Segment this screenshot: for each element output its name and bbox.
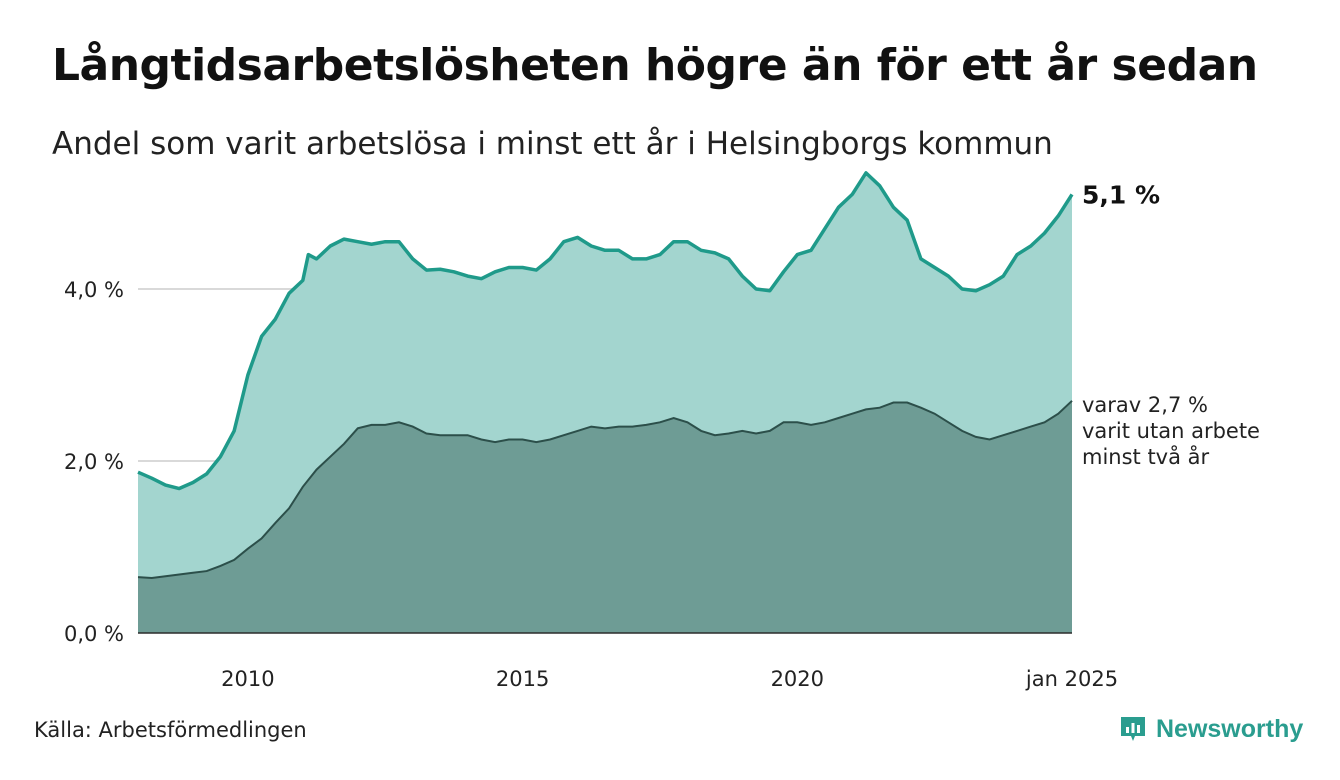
upper-end-value-label: 5,1 % bbox=[1082, 180, 1160, 209]
source-note: Källa: Arbetsförmedlingen bbox=[34, 718, 307, 742]
y-tick-label: 2,0 % bbox=[64, 450, 124, 474]
x-tick-label: 2015 bbox=[496, 667, 549, 691]
x-tick-label: 2010 bbox=[221, 667, 274, 691]
y-tick-label: 4,0 % bbox=[64, 278, 124, 302]
y-tick-label: 0,0 % bbox=[64, 622, 124, 646]
upper-series-line bbox=[137, 171, 1074, 491]
lower-end-note-line: varav 2,7 % bbox=[1082, 393, 1208, 417]
lower-series-area bbox=[138, 400, 1072, 633]
brand-name: Newsworthy bbox=[1156, 714, 1304, 743]
lower-end-note-line: minst två år bbox=[1082, 444, 1210, 469]
lower-series-line bbox=[137, 400, 1073, 579]
newsworthy-logo-icon bbox=[1121, 717, 1145, 741]
lower-end-note-line: varit utan arbete bbox=[1082, 419, 1260, 443]
x-tick-label: 2020 bbox=[771, 667, 824, 691]
x-tick-label: jan 2025 bbox=[1025, 667, 1118, 691]
chart-title: Långtidsarbetslösheten högre än för ett … bbox=[52, 40, 1258, 91]
brand-logo[interactable]: Newsworthy bbox=[1118, 714, 1303, 744]
chart-subtitle: Andel som varit arbetslösa i minst ett å… bbox=[52, 126, 1053, 162]
